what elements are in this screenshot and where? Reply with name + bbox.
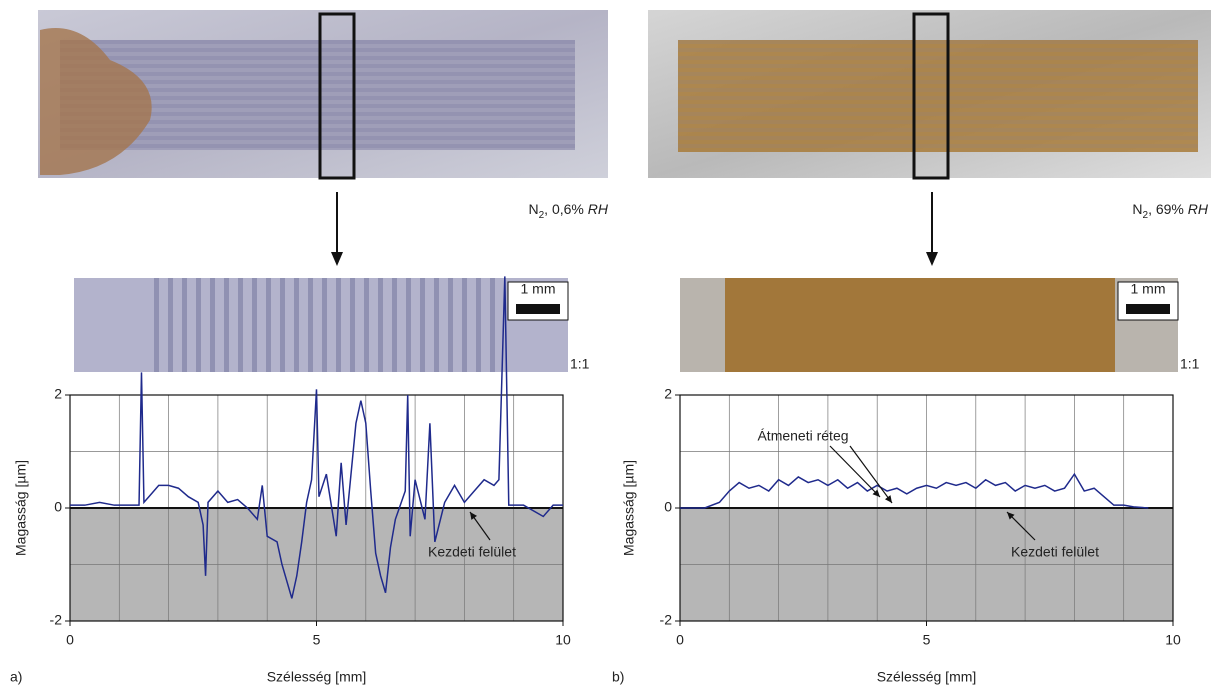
profile-line xyxy=(680,472,1149,509)
x-tick-label: 0 xyxy=(676,632,684,648)
caption-part: , 69% xyxy=(1148,201,1188,217)
x-tick-label: 10 xyxy=(555,632,571,648)
annotation-arrow xyxy=(829,445,881,498)
photo-b xyxy=(648,10,1211,180)
y-tick-label: 2 xyxy=(54,386,62,402)
y-tick-label: -2 xyxy=(660,612,673,628)
caption-part: N xyxy=(528,201,538,217)
photo-a xyxy=(38,10,608,180)
caption-part: RH xyxy=(1188,201,1209,217)
x-tick-label: 10 xyxy=(1165,632,1181,648)
caption-part: , 0,6% xyxy=(544,201,588,217)
profile-line xyxy=(70,276,563,599)
photo-caption: N2, 0,6% RH xyxy=(528,201,608,221)
annotation: Átmeneti réteg xyxy=(757,428,848,444)
zoom-photo-b xyxy=(680,278,1179,372)
caption-part: 2 xyxy=(539,210,545,221)
y-axis-label: Magasság [µm] xyxy=(621,460,637,556)
caption-part: N xyxy=(1132,201,1142,217)
annotation: Kezdeti felület xyxy=(428,544,516,560)
x-tick-label: 5 xyxy=(313,632,321,648)
panel-label: a) xyxy=(10,669,22,685)
annotation-arrow-head xyxy=(1007,512,1015,520)
y-tick-label: 0 xyxy=(54,499,62,515)
photo-caption: N2, 69% RH xyxy=(1132,201,1209,221)
zoom-photo-a xyxy=(74,278,569,372)
arrow-head xyxy=(331,252,343,266)
y-tick-label: 2 xyxy=(664,386,672,402)
ratio-label: 1:1 xyxy=(570,356,590,372)
scale-bar-label: 1 mm xyxy=(1131,281,1166,297)
x-axis-label: Szélesség [mm] xyxy=(877,669,977,685)
caption-part: 2 xyxy=(1143,210,1149,221)
panel-label: b) xyxy=(612,669,624,685)
x-tick-label: 5 xyxy=(923,632,931,648)
y-tick-label: 0 xyxy=(664,499,672,515)
x-tick-label: 0 xyxy=(66,632,74,648)
x-axis-label: Szélesség [mm] xyxy=(267,669,367,685)
annotation-arrow-head xyxy=(470,512,477,520)
annotation: Kezdeti felület xyxy=(1011,544,1099,560)
annotation-arrow xyxy=(849,445,893,504)
caption-part: RH xyxy=(588,201,609,217)
arrow-head xyxy=(926,252,938,266)
y-tick-label: -2 xyxy=(50,612,63,628)
annotation-arrow-head xyxy=(884,495,892,503)
ratio-label: 1:1 xyxy=(1180,356,1200,372)
scale-bar-label: 1 mm xyxy=(521,281,556,297)
y-axis-label: Magasság [µm] xyxy=(13,460,29,556)
annotation-arrow-head xyxy=(872,489,880,497)
